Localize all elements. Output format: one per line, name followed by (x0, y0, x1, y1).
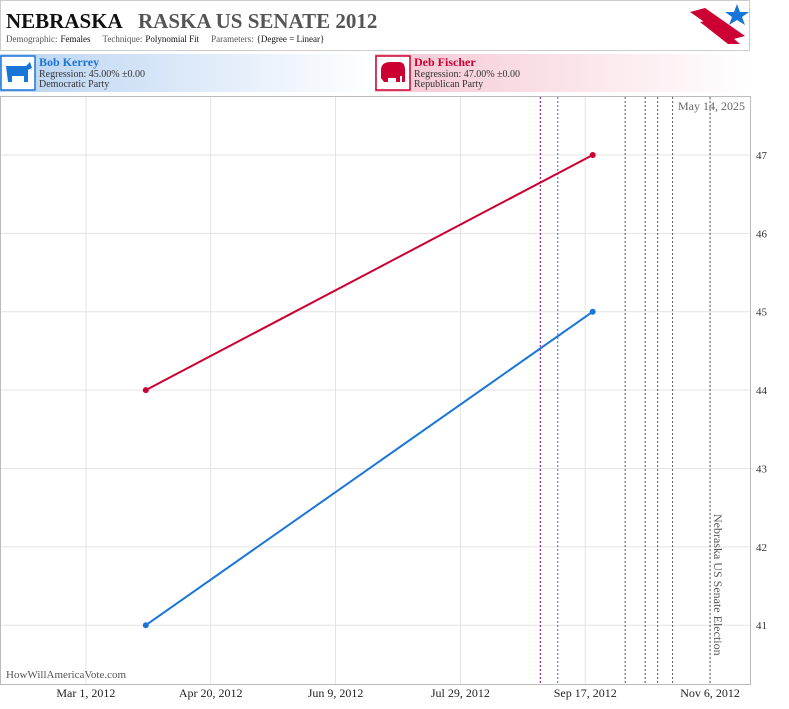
plot: 41 42 43 44 45 46 47 Mar 1, 2012 Apr 20, 2012 Jun… (1, 97, 768, 700)
point (589, 308, 596, 315)
series-line (145, 154, 594, 391)
param-label: Parameters: (211, 34, 253, 44)
watermark: HowWillAmericaVote.com (6, 669, 126, 681)
rep-box (375, 54, 750, 92)
x-tick-label: Jul 29, 2012 (431, 686, 490, 700)
title-state: NEBRASKA (6, 9, 124, 33)
rep-regression: Regression: 47.00% ±0.00 (414, 69, 520, 80)
params: Demographic: Females Technique: Polynomial … (6, 34, 324, 44)
y-tick-label: 44 (756, 385, 768, 397)
x-tick-label: Sep 17, 2012 (554, 686, 617, 700)
point (142, 387, 149, 394)
dem-box (0, 54, 375, 92)
point (589, 151, 596, 158)
date-stamp: May 14, 2025 (678, 99, 745, 113)
y-tick-label: 43 (756, 463, 768, 475)
param-value: Polynomial Fit (145, 34, 199, 44)
rep-party: Republican Party (414, 79, 483, 90)
title-rest: RASKA US SENATE 2012 (138, 9, 377, 33)
param-label: Demographic: (6, 34, 57, 44)
election-label: Nebraska US Senate Election (711, 514, 725, 656)
rep-name: Deb Fischer (414, 55, 476, 69)
y-tick-label: 46 (756, 228, 768, 240)
x-tick-label: Jun 9, 2012 (308, 686, 364, 700)
param-value: {Degree = Linear} (257, 34, 325, 44)
point (142, 622, 149, 629)
logo (690, 4, 749, 44)
param-value: Females (60, 34, 90, 44)
dem-regression: Regression: 45.00% ±0.00 (39, 69, 145, 80)
series-line (145, 310, 594, 627)
param-label: Technique: (102, 34, 142, 44)
dem-party: Democratic Party (39, 79, 109, 90)
y-tick-label: 45 (756, 307, 768, 319)
y-tick-label: 47 (756, 150, 768, 162)
x-tick-label: Nov 6, 2012 (680, 686, 740, 700)
y-tick-label: 42 (756, 542, 767, 554)
header-box (0, 0, 750, 51)
x-tick-label: Mar 1, 2012 (56, 686, 115, 700)
x-tick-label: Apr 20, 2012 (179, 686, 243, 700)
donkey (6, 62, 32, 82)
dem-name: Bob Kerrey (39, 55, 99, 69)
elephant (381, 62, 405, 82)
y-tick-label: 41 (756, 620, 767, 632)
